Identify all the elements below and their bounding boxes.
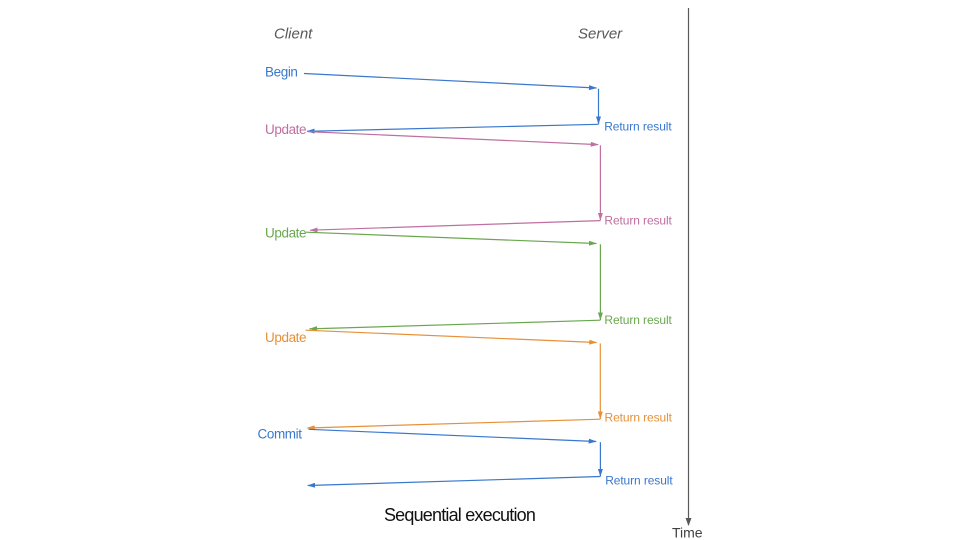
svg-text:Update: Update: [265, 122, 306, 137]
svg-text:Return result: Return result: [605, 474, 673, 488]
svg-text:Time: Time: [672, 525, 703, 540]
svg-text:Server: Server: [578, 26, 623, 43]
svg-text:Commit: Commit: [258, 427, 303, 442]
svg-text:Update: Update: [265, 226, 306, 241]
svg-text:Client: Client: [274, 26, 313, 43]
svg-text:Sequential execution: Sequential execution: [384, 505, 535, 525]
svg-text:Return result: Return result: [604, 120, 672, 134]
svg-text:Return result: Return result: [604, 213, 672, 227]
svg-text:Return result: Return result: [604, 313, 672, 327]
svg-text:Update: Update: [265, 330, 306, 345]
svg-text:Begin: Begin: [265, 64, 298, 79]
svg-text:Return result: Return result: [605, 410, 673, 424]
